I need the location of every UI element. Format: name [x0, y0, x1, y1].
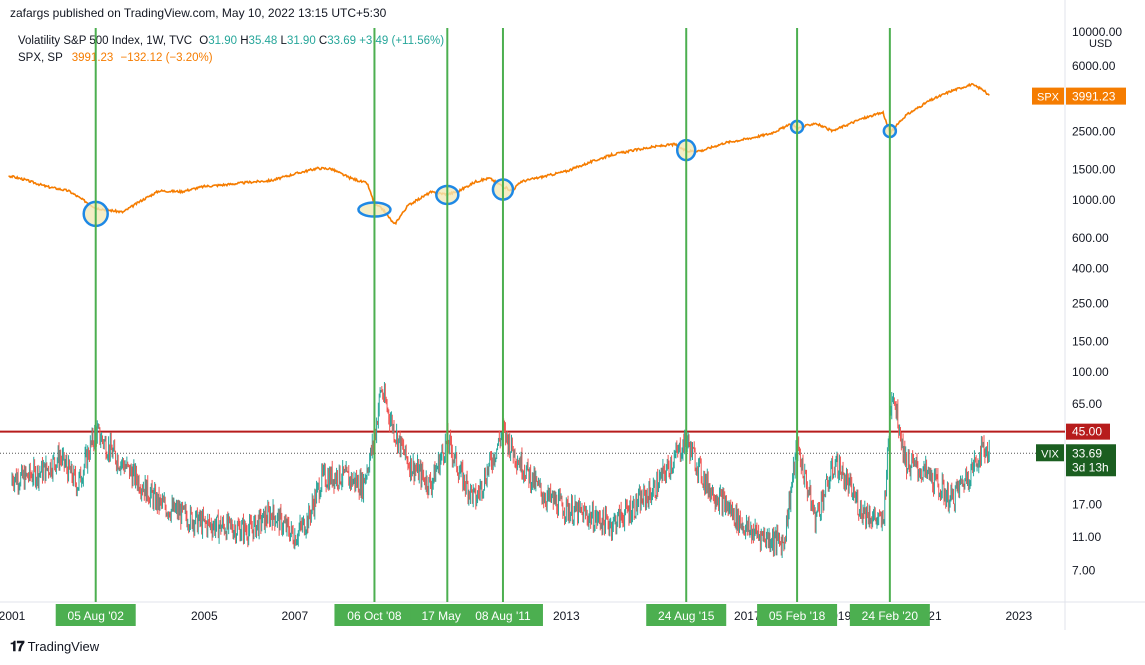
- spx-last-price: 3991.23: [1072, 90, 1116, 104]
- threshold-tag-bg: [1066, 423, 1110, 440]
- footer-brand: TradingView: [27, 639, 100, 654]
- x-tick-label: 2017: [734, 609, 761, 623]
- event-date-label: 05 Feb '18: [769, 609, 826, 623]
- spx-line: [8, 82, 990, 226]
- vix-tag-bg: [1036, 444, 1064, 462]
- event-date-label: 24 Aug '15: [658, 609, 715, 623]
- vix-close: 33.69: [327, 35, 357, 47]
- event-date-badge: [849, 604, 930, 626]
- x-tick-label: 2001: [0, 609, 26, 623]
- spx-legend: SPX, SP 3991.23 −132.12 (−3.20%): [18, 52, 213, 64]
- y-tick-label: 7.00: [1072, 564, 1096, 578]
- y-tick-label: 600.00: [1072, 231, 1109, 245]
- y-tick-label: 11.00: [1072, 530, 1101, 544]
- vix-low: 31.90: [286, 35, 316, 47]
- vix-countdown: 3d 13h: [1072, 460, 1109, 474]
- spx-name: SPX, SP: [18, 52, 63, 64]
- x-tick-label: 2007: [281, 609, 308, 623]
- event-date-badge: [646, 604, 727, 626]
- y-tick-label: 100.00: [1072, 365, 1109, 379]
- event-date-label: 05 Aug '02: [68, 609, 125, 623]
- event-date-label: 17 May '1: [421, 609, 473, 623]
- spx-tag: SPX: [1037, 92, 1060, 104]
- vix-legend: Volatility S&P 500 Index, 1W, TVC O31.90…: [18, 35, 444, 47]
- vix-last-price: 33.69: [1072, 446, 1102, 460]
- y-tick-label: 400.00: [1072, 261, 1109, 275]
- x-tick-label: 2013: [553, 609, 580, 623]
- threshold-tag: 45.00: [1072, 425, 1102, 439]
- y-tick-label: 17.00: [1072, 497, 1102, 511]
- x-tick-label: 2023: [1005, 609, 1032, 623]
- y-tick-label: 6000.00: [1072, 59, 1116, 73]
- y-tick-label: 250.00: [1072, 297, 1109, 311]
- y-tick-label: 65.00: [1072, 397, 1102, 411]
- spx-value: 3991.23: [71, 52, 114, 64]
- event-date-badge: [757, 604, 838, 626]
- spx-tag-bg: [1032, 87, 1064, 105]
- event-date-label: 06 Oct '08: [347, 609, 402, 623]
- vix-tag: VIX: [1041, 448, 1059, 460]
- vix-change: +3.49 (+11.56%): [359, 35, 445, 47]
- spx-last-price-bg: [1066, 87, 1126, 105]
- spx-change: −132.12 (−3.20%): [120, 52, 213, 64]
- event-date-label: 08 Aug '11: [475, 609, 531, 623]
- vix-l-label: L: [280, 35, 287, 47]
- vix-open: 31.90: [208, 35, 238, 47]
- event-date-badge: [462, 604, 543, 626]
- x-tick-label: 2005: [191, 609, 218, 623]
- vix-name: Volatility S&P 500 Index, 1W, TVC: [18, 35, 193, 47]
- vix-o-label: O: [199, 35, 209, 47]
- vix-last-price-bg: [1066, 444, 1116, 477]
- vix-h-label: H: [240, 35, 249, 47]
- y-tick-label: 1000.00: [1072, 193, 1116, 207]
- currency-label: USD: [1089, 38, 1112, 50]
- vix-high: 35.48: [248, 35, 278, 47]
- event-date-badge: [334, 604, 415, 626]
- vix-c-label: C: [318, 35, 328, 47]
- publisher-line: zafargs published on TradingView.com, Ma…: [10, 6, 387, 20]
- event-date-badge: [55, 604, 136, 626]
- event-date-label: 24 Feb '20: [862, 609, 919, 623]
- y-tick-label: 1500.00: [1072, 163, 1116, 177]
- y-tick-label: 10000.00: [1072, 25, 1122, 39]
- tradingview-logo-icon: 𝟏𝟕: [10, 638, 25, 654]
- y-tick-label: 2500.00: [1072, 125, 1116, 139]
- y-tick-label: 150.00: [1072, 335, 1109, 349]
- tradingview-footer: 𝟏𝟕 TradingView: [10, 638, 99, 655]
